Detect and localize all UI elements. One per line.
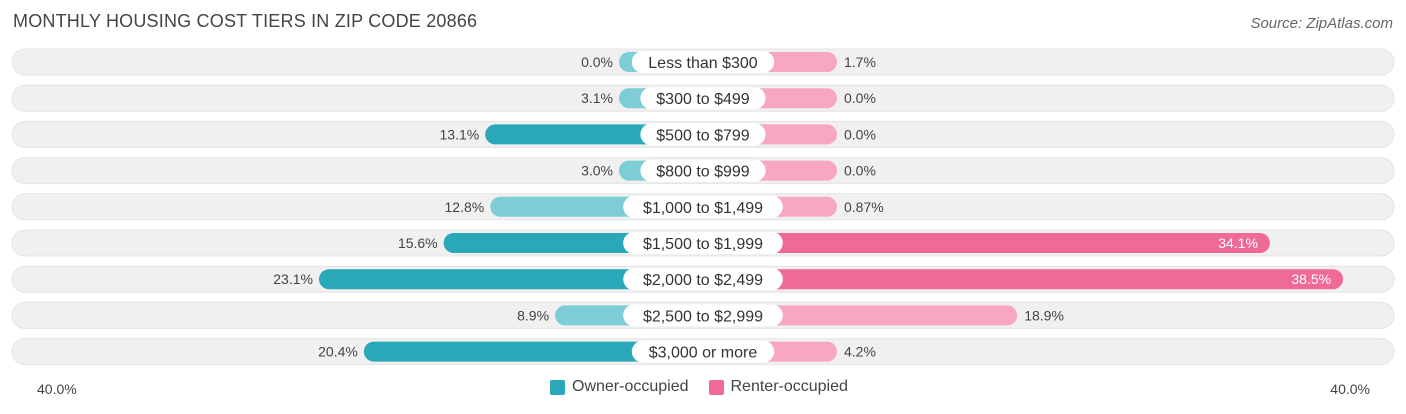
- legend-swatch-owner: [550, 379, 565, 395]
- category-pill: [631, 51, 775, 73]
- category-pill: [623, 232, 783, 254]
- category-pill: [623, 195, 783, 218]
- owner-value-label: 3.1%: [581, 90, 613, 106]
- owner-bar: [318, 269, 703, 290]
- legend: Owner-occupied Renter-occupied: [550, 378, 868, 396]
- chart-title: MONTHLY HOUSING COST TIERS IN ZIP CODE 2…: [13, 11, 478, 31]
- legend-label-owner: Owner-occupied: [572, 378, 689, 395]
- renter-value-label: 0.0%: [844, 163, 876, 179]
- category-label: $300 to $499: [656, 91, 750, 108]
- legend-item-owner[interactable]: Owner-occupied: [550, 378, 689, 396]
- category-label: $2,000 to $2,499: [643, 272, 763, 289]
- axis-left-label: 40.0%: [37, 381, 77, 397]
- category-pill: [631, 340, 775, 363]
- category-label: Less than $300: [648, 55, 758, 72]
- renter-value-label: 34.1%: [1218, 235, 1258, 251]
- category-label: $3,000 or more: [649, 345, 758, 362]
- category-label: $800 to $999: [656, 164, 750, 181]
- category-pill: [640, 159, 766, 182]
- owner-value-label: 15.6%: [398, 235, 438, 251]
- renter-value-label: 4.2%: [844, 344, 876, 360]
- category-label: $1,500 to $1,999: [643, 236, 763, 253]
- renter-value-label: 18.9%: [1024, 307, 1064, 323]
- owner-value-label: 23.1%: [273, 271, 313, 287]
- category-label: $2,500 to $2,999: [643, 308, 763, 325]
- renter-bar: [703, 233, 1270, 253]
- category-pill: [623, 268, 783, 291]
- renter-bar: [703, 269, 1344, 290]
- owner-value-label: 12.8%: [444, 199, 484, 215]
- legend-swatch-renter: [708, 379, 724, 395]
- renter-value-label: 0.87%: [844, 199, 884, 215]
- category-pill: [640, 123, 766, 146]
- owner-value-label: 3.0%: [581, 163, 613, 179]
- legend-item-renter[interactable]: Renter-occupied: [708, 378, 848, 396]
- axis-right-label: 40.0%: [1330, 381, 1370, 397]
- renter-value-label: 0.0%: [844, 126, 876, 142]
- renter-value-label: 0.0%: [844, 90, 876, 106]
- owner-value-label: 20.4%: [318, 344, 358, 360]
- legend-label-renter: Renter-occupied: [730, 378, 848, 395]
- renter-value-label: 1.7%: [844, 54, 876, 70]
- category-pill: [623, 304, 783, 327]
- category-label: $1,000 to $1,499: [643, 200, 763, 217]
- owner-value-label: 13.1%: [440, 126, 480, 142]
- category-pill: [640, 87, 766, 110]
- source-label: Source: ZipAtlas.com: [1250, 15, 1393, 32]
- owner-bar: [363, 341, 703, 362]
- owner-value-label: 0.0%: [581, 54, 613, 70]
- category-label: $500 to $799: [656, 127, 750, 144]
- owner-value-label: 8.9%: [517, 307, 549, 323]
- renter-value-label: 38.5%: [1291, 271, 1331, 287]
